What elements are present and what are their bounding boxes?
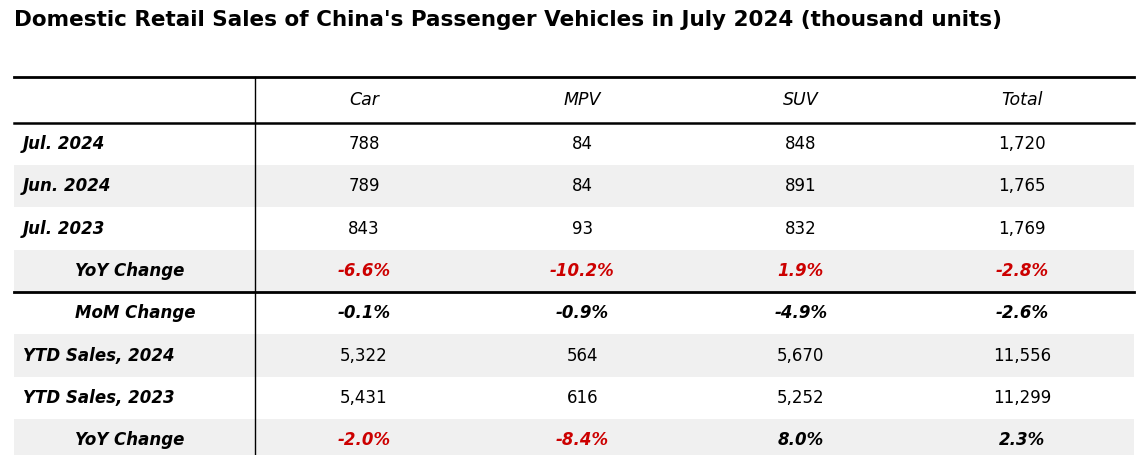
Bar [14, 123, 1134, 165]
Text: 11,299: 11,299 [993, 389, 1052, 407]
Bar [14, 419, 1134, 455]
Text: -8.4%: -8.4% [556, 431, 608, 449]
Bar [14, 77, 1134, 123]
Text: 891: 891 [785, 177, 816, 195]
Text: YoY Change: YoY Change [76, 431, 185, 449]
Text: -4.9%: -4.9% [775, 304, 828, 322]
Text: -0.1%: -0.1% [338, 304, 390, 322]
Text: -6.6%: -6.6% [338, 262, 390, 280]
Bar [14, 207, 1134, 250]
Text: MPV: MPV [564, 91, 602, 109]
Text: 84: 84 [572, 177, 592, 195]
Text: -0.9%: -0.9% [556, 304, 608, 322]
Text: 8.0%: 8.0% [777, 431, 824, 449]
Text: 5,670: 5,670 [777, 347, 824, 364]
Text: SUV: SUV [783, 91, 819, 109]
Text: Jul. 2023: Jul. 2023 [23, 220, 106, 238]
Text: 848: 848 [785, 135, 816, 153]
Text: Jun. 2024: Jun. 2024 [23, 177, 111, 195]
Text: 564: 564 [567, 347, 598, 364]
Text: -2.0%: -2.0% [338, 431, 390, 449]
Text: 1,765: 1,765 [999, 177, 1046, 195]
Text: MoM Change: MoM Change [76, 304, 196, 322]
Text: 5,322: 5,322 [340, 347, 388, 364]
Text: Jul. 2024: Jul. 2024 [23, 135, 106, 153]
Text: 843: 843 [348, 220, 380, 238]
Text: 616: 616 [567, 389, 598, 407]
Text: YoY Change: YoY Change [76, 262, 185, 280]
Text: -2.6%: -2.6% [995, 304, 1049, 322]
Bar [14, 292, 1134, 334]
Text: YTD Sales, 2023: YTD Sales, 2023 [23, 389, 174, 407]
Text: 2.3%: 2.3% [999, 431, 1046, 449]
Text: 788: 788 [348, 135, 380, 153]
Text: Domestic Retail Sales of China's Passenger Vehicles in July 2024 (thousand units: Domestic Retail Sales of China's Passeng… [14, 10, 1002, 30]
Text: Total: Total [1001, 91, 1042, 109]
Text: 789: 789 [348, 177, 380, 195]
Bar [14, 377, 1134, 419]
Text: 11,556: 11,556 [993, 347, 1052, 364]
Text: -10.2%: -10.2% [550, 262, 615, 280]
Text: 1,720: 1,720 [999, 135, 1046, 153]
Bar [14, 334, 1134, 377]
Text: -2.8%: -2.8% [995, 262, 1049, 280]
Text: 93: 93 [572, 220, 594, 238]
Text: 832: 832 [785, 220, 816, 238]
Bar [14, 250, 1134, 292]
Text: 1.9%: 1.9% [777, 262, 824, 280]
Text: 5,431: 5,431 [340, 389, 388, 407]
Text: Car: Car [349, 91, 379, 109]
Bar [14, 165, 1134, 207]
Text: YTD Sales, 2024: YTD Sales, 2024 [23, 347, 174, 364]
Text: 5,252: 5,252 [777, 389, 824, 407]
Text: 84: 84 [572, 135, 592, 153]
Text: 1,769: 1,769 [999, 220, 1046, 238]
